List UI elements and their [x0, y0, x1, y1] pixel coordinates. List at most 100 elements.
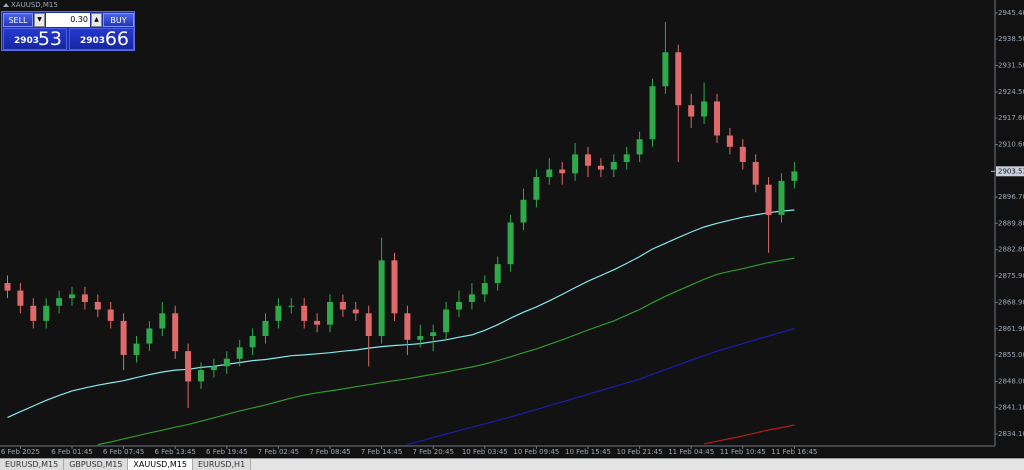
candle-body	[56, 298, 63, 306]
x-tick-label: 7 Feb 08:45	[309, 448, 350, 456]
candle-body	[649, 86, 656, 140]
x-tick-label: 6 Feb 19:45	[206, 448, 247, 456]
y-tick-label: 2938.50	[998, 35, 1024, 43]
candle-body	[107, 309, 114, 321]
candle-body	[662, 52, 669, 87]
candle-body	[765, 184, 772, 215]
candle-body	[339, 301, 346, 310]
candle-body	[391, 260, 398, 314]
chart-tabs: EURUSD,M15 GBPUSD,M15 XAUUSD,M15 EURUSD,H1	[0, 458, 1024, 470]
candle-body	[533, 177, 540, 200]
y-tick-label: 2917.60	[998, 114, 1024, 122]
candle-body	[43, 305, 50, 321]
x-tick-label: 6 Feb 2025	[1, 448, 40, 456]
y-tick-label: 2855.00	[998, 351, 1024, 359]
candle-body	[301, 305, 308, 321]
candle-body	[249, 336, 256, 348]
candle-body	[365, 313, 372, 337]
chart-tab[interactable]: EURUSD,M15	[0, 459, 65, 470]
candle-body	[288, 305, 295, 307]
candle-body	[688, 105, 695, 117]
plot-layer	[4, 21, 798, 446]
one-click-trading-panel: SELL ▼ 0.30 ▲ BUY 2903 53 2903 66	[1, 11, 135, 51]
candle-body	[494, 264, 501, 284]
candle-body	[443, 309, 450, 333]
last-price-box	[996, 166, 1024, 177]
chart-tab[interactable]: EURUSD,H1	[192, 459, 252, 470]
candle-body	[597, 165, 604, 170]
x-tick-label: 10 Feb 03:45	[462, 448, 508, 456]
title-icon	[3, 3, 9, 7]
x-tick-label: 6 Feb 13:45	[154, 448, 195, 456]
sell-button[interactable]: SELL	[3, 13, 33, 27]
candle-body	[146, 328, 153, 344]
bid-price[interactable]: 2903 53	[3, 28, 67, 50]
lot-increase[interactable]: ▲	[91, 13, 102, 27]
moving-average-line	[97, 257, 795, 446]
moving-average-line	[407, 327, 795, 446]
candle-body	[520, 199, 527, 223]
candle-body	[404, 313, 411, 340]
candle-body	[262, 320, 269, 337]
candle-body	[69, 294, 75, 299]
last-price-label: 2903.53	[998, 167, 1024, 175]
candle-body	[507, 222, 514, 265]
x-tick-label: 10 Feb 15:45	[565, 448, 611, 456]
x-tick-label: 10 Feb 21:45	[617, 448, 663, 456]
candle-body	[778, 180, 785, 215]
candle-body	[198, 370, 204, 382]
candle-body	[636, 139, 643, 155]
candle-body	[236, 347, 243, 359]
candle-body	[714, 101, 720, 136]
x-tick-label: 11 Feb 16:45	[771, 448, 817, 456]
candle-body	[546, 169, 553, 178]
candle-body	[417, 336, 424, 340]
y-tick-label: 2896.70	[998, 193, 1024, 201]
x-tick-label: 7 Feb 14:45	[361, 448, 402, 456]
candle-body	[327, 301, 333, 325]
chart-tab[interactable]: XAUUSD,M15	[128, 459, 193, 470]
y-tick-label: 2882.80	[998, 246, 1024, 254]
candle-body	[752, 161, 759, 185]
bid-price-main: 2903	[14, 36, 40, 46]
chart-tab[interactable]: GBPUSD,M15	[64, 459, 129, 470]
candle-body	[726, 135, 733, 147]
x-tick-label: 11 Feb 10:45	[720, 448, 766, 456]
ask-price[interactable]: 2903 66	[69, 28, 134, 50]
candle-body	[585, 154, 591, 166]
moving-average-line	[703, 424, 795, 445]
candle-body	[675, 52, 682, 106]
buy-button[interactable]: BUY	[103, 13, 134, 27]
chart-title: XAUUSD,M15	[11, 1, 58, 9]
y-tick-label: 2910.60	[998, 141, 1024, 149]
candle-body	[456, 301, 462, 310]
candle-body	[94, 301, 101, 310]
candle-body	[623, 154, 630, 162]
moving-average-line	[7, 209, 795, 418]
x-tick-label: 7 Feb 02:45	[258, 448, 299, 456]
y-tick-label: 2889.80	[998, 219, 1024, 227]
y-tick-label: 2861.90	[998, 325, 1024, 333]
candle-body	[378, 260, 385, 337]
x-tick-label: 6 Feb 07:45	[103, 448, 144, 456]
y-tick-label: 2875.90	[998, 272, 1024, 280]
x-tick-label: 6 Feb 01:45	[51, 448, 92, 456]
x-tick-label: 7 Feb 20:45	[412, 448, 453, 456]
candle-body	[314, 320, 321, 325]
candle-body	[701, 101, 708, 117]
candle-body	[210, 366, 217, 371]
bid-price-pips: 53	[37, 28, 62, 50]
candle-body	[159, 313, 166, 329]
candle-body	[120, 320, 127, 355]
y-tick-label: 2848.00	[998, 377, 1024, 385]
y-tick-label: 2931.50	[998, 61, 1024, 69]
chart: XAUUSD,M15 2945.40 2938.50 2931.50 2924.50 2…	[0, 0, 1024, 456]
lot-decrease[interactable]: ▼	[34, 13, 45, 27]
candle-body	[185, 351, 192, 382]
y-tick-label: 2868.90	[998, 298, 1024, 306]
candle-body	[30, 305, 37, 321]
candle-body	[352, 309, 359, 314]
lot-input[interactable]: 0.30	[46, 13, 90, 27]
candle-body	[481, 283, 488, 295]
